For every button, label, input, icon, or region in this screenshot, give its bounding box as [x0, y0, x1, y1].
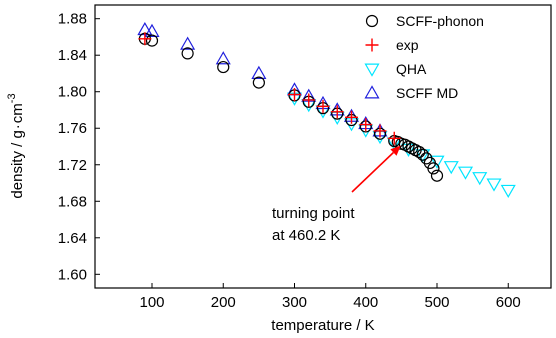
- point-qha: [486, 178, 502, 192]
- legend: SCFF-phonon exp QHA SCFF MD: [364, 13, 484, 101]
- point-qha: [443, 161, 459, 175]
- annotation-arrow: [351, 151, 394, 193]
- turning-point-annotation: turning point at 460.2 K: [272, 145, 401, 244]
- point-qha: [415, 149, 431, 163]
- annotation-arrowhead: [390, 145, 401, 156]
- point-scff-phonon: [427, 162, 440, 175]
- x-tick-label: 400: [353, 294, 378, 311]
- y-tick-label: 1.68: [58, 193, 87, 210]
- y-tick-label: 1.88: [58, 11, 87, 28]
- point-exp: [373, 124, 387, 138]
- point-exp: [330, 105, 344, 119]
- x-tick-label: 200: [211, 294, 236, 311]
- legend-item-qha: QHA: [364, 61, 427, 77]
- y-tick-label: 1.60: [58, 266, 87, 283]
- annotation-line-1: turning point: [272, 205, 355, 222]
- legend-marker-scff-md: [364, 85, 380, 99]
- point-exp: [302, 93, 316, 107]
- y-tick-label: 1.84: [58, 47, 87, 64]
- point-scff-phonon: [416, 148, 429, 161]
- legend-marker-scff-phonon: [365, 14, 379, 28]
- legend-label-scff-md: SCFF MD: [396, 85, 458, 101]
- x-tick-label: 100: [139, 294, 164, 311]
- y-axis-title-dot: ·: [9, 124, 26, 129]
- series-scff-phonon: [138, 32, 444, 182]
- legend-item-scff-phonon: SCFF-phonon: [365, 13, 484, 29]
- point-scff-md: [144, 23, 160, 37]
- legend-item-scff-md: SCFF MD: [364, 85, 458, 101]
- annotation-line-2: at 460.2 K: [272, 227, 340, 244]
- y-tick-label: 1.80: [58, 84, 87, 101]
- series-exp: [138, 32, 401, 145]
- y-tick-label: 1.76: [58, 120, 87, 137]
- x-tick-label: 300: [282, 294, 307, 311]
- point-qha: [472, 172, 488, 186]
- point-qha: [457, 166, 474, 180]
- point-scff-phonon: [181, 47, 194, 60]
- point-scff-phonon: [413, 145, 426, 159]
- plot-frame: [94, 4, 552, 289]
- x-tick-label: 500: [424, 294, 449, 311]
- point-scff-md: [180, 36, 196, 50]
- point-scff-md: [251, 65, 267, 79]
- y-axis: 1.60 1.64 1.68 1.72 1.76 1.80 1.84 1.88: [58, 11, 100, 283]
- point-exp: [359, 118, 373, 132]
- x-axis-title: temperature / K: [271, 317, 374, 334]
- point-exp: [387, 131, 401, 145]
- point-scff-phonon: [217, 60, 230, 74]
- legend-label-qha: QHA: [396, 61, 427, 77]
- y-axis-title-unit: cm: [9, 103, 26, 123]
- legend-marker-qha: [364, 63, 380, 77]
- y-axis-title-main: density / g: [9, 130, 26, 198]
- point-qha: [429, 155, 445, 169]
- point-exp: [316, 99, 330, 113]
- point-scff-phonon: [430, 169, 444, 182]
- point-exp: [138, 32, 152, 46]
- legend-item-exp: exp: [365, 37, 419, 53]
- y-tick-label: 1.64: [58, 230, 87, 247]
- y-axis-title: density / g·cm-3: [6, 93, 26, 198]
- y-tick-label: 1.72: [58, 157, 87, 174]
- legend-marker-exp: [365, 38, 379, 52]
- x-axis: 100 200 300 400 500 600: [139, 283, 521, 311]
- data-series: [137, 21, 516, 199]
- point-scff-phonon: [252, 76, 265, 89]
- point-scff-md: [215, 51, 231, 65]
- point-exp: [345, 110, 358, 124]
- x-tick-label: 600: [496, 294, 521, 311]
- point-exp: [288, 87, 301, 101]
- legend-label-exp: exp: [396, 37, 419, 53]
- y-axis-title-exponent: -3: [6, 93, 18, 103]
- point-scff-phonon: [145, 34, 159, 47]
- point-qha: [500, 184, 516, 199]
- legend-label-scff-phonon: SCFF-phonon: [396, 13, 484, 29]
